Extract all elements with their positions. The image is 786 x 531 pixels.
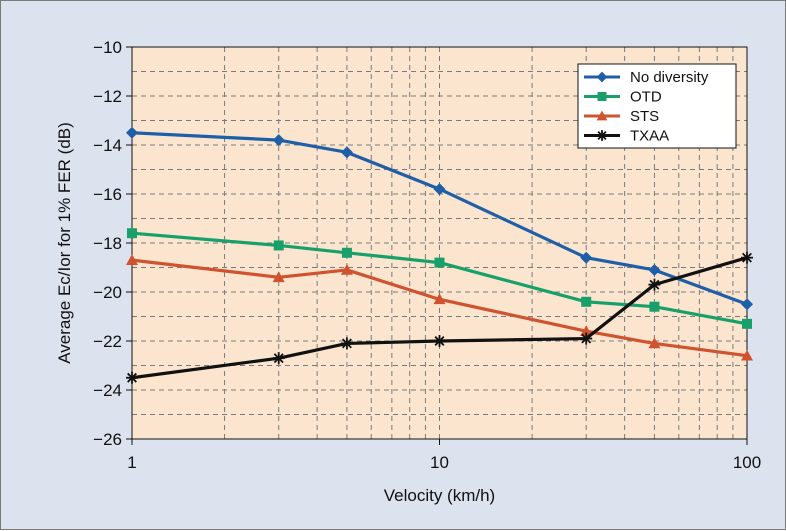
data-point	[272, 134, 285, 147]
series-otd	[127, 228, 752, 329]
y-tick-label: −14	[93, 136, 122, 155]
data-point	[341, 247, 352, 258]
data-point	[580, 332, 593, 345]
axis-ticks: −10 −12 −14 −16 −18 −20 −22 −24 −26 1 10 100	[93, 38, 761, 472]
data-point	[126, 126, 138, 139]
legend-label: TXAA	[630, 128, 669, 145]
series	[126, 126, 753, 384]
y-tick-label: −20	[93, 283, 122, 302]
legend-marker	[596, 71, 608, 83]
y-tick-label: −26	[93, 430, 122, 449]
y-tick-label: −22	[93, 332, 122, 351]
legend-label: STS	[630, 108, 659, 125]
x-tick-label: 100	[733, 453, 761, 472]
data-point	[272, 271, 285, 283]
x-tick-label: 10	[430, 453, 449, 472]
legend: No diversity OTD STS TXAA	[577, 63, 737, 149]
data-point	[340, 146, 353, 159]
y-tick-label: −24	[93, 381, 122, 400]
data-point	[340, 263, 353, 275]
data-point	[648, 278, 661, 291]
y-axis-label: Average Ec/Ior for 1% FER (dB)	[55, 122, 74, 364]
data-point	[126, 371, 138, 384]
legend-item: STS	[584, 108, 659, 125]
data-point	[340, 337, 353, 350]
data-point	[742, 318, 752, 329]
data-point	[580, 325, 593, 336]
data-point	[433, 335, 446, 347]
data-point	[434, 257, 445, 268]
data-point	[648, 263, 661, 276]
y-tick-label: −16	[93, 185, 122, 204]
legend-item: OTD	[584, 89, 662, 106]
x-tick-label: 1	[127, 453, 136, 472]
data-point	[273, 240, 284, 251]
series-sts	[126, 254, 753, 361]
data-point	[741, 251, 753, 264]
y-tick-label: −10	[93, 38, 122, 57]
data-point	[648, 337, 661, 349]
series-txaa	[126, 251, 753, 384]
legend-marker	[596, 110, 608, 121]
x-axis-label: Velocity (km/h)	[384, 486, 495, 505]
legend-marker	[597, 92, 607, 101]
y-tick-label: −12	[93, 87, 122, 106]
data-point	[741, 298, 753, 311]
data-point	[126, 254, 138, 265]
data-point	[649, 301, 660, 312]
series-no-diversity	[126, 126, 753, 311]
data-point	[433, 293, 446, 305]
legend-item: TXAA	[584, 128, 669, 145]
data-point	[433, 183, 446, 196]
data-point	[741, 349, 753, 361]
legend-item: No diversity	[584, 69, 709, 86]
data-point	[580, 251, 593, 264]
data-point	[272, 352, 285, 365]
y-tick-label: −18	[93, 234, 122, 253]
data-point	[127, 228, 137, 239]
legend-label: OTD	[630, 89, 662, 106]
legend-label: No diversity	[630, 69, 709, 86]
data-point	[581, 296, 592, 307]
legend-marker	[596, 130, 608, 141]
